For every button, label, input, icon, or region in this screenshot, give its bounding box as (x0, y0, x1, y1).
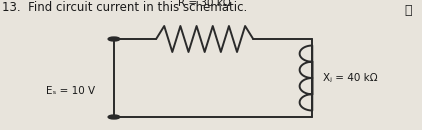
Text: 13.  Find circuit current in this schematic.: 13. Find circuit current in this schemat… (2, 1, 247, 14)
Text: ⌕: ⌕ (404, 4, 411, 17)
Text: Xⱼ = 40 kΩ: Xⱼ = 40 kΩ (323, 73, 377, 83)
Text: R = 30 kΩ: R = 30 kΩ (178, 0, 231, 8)
Text: Eₛ = 10 V: Eₛ = 10 V (46, 86, 95, 96)
Circle shape (108, 115, 119, 119)
Circle shape (108, 37, 119, 41)
